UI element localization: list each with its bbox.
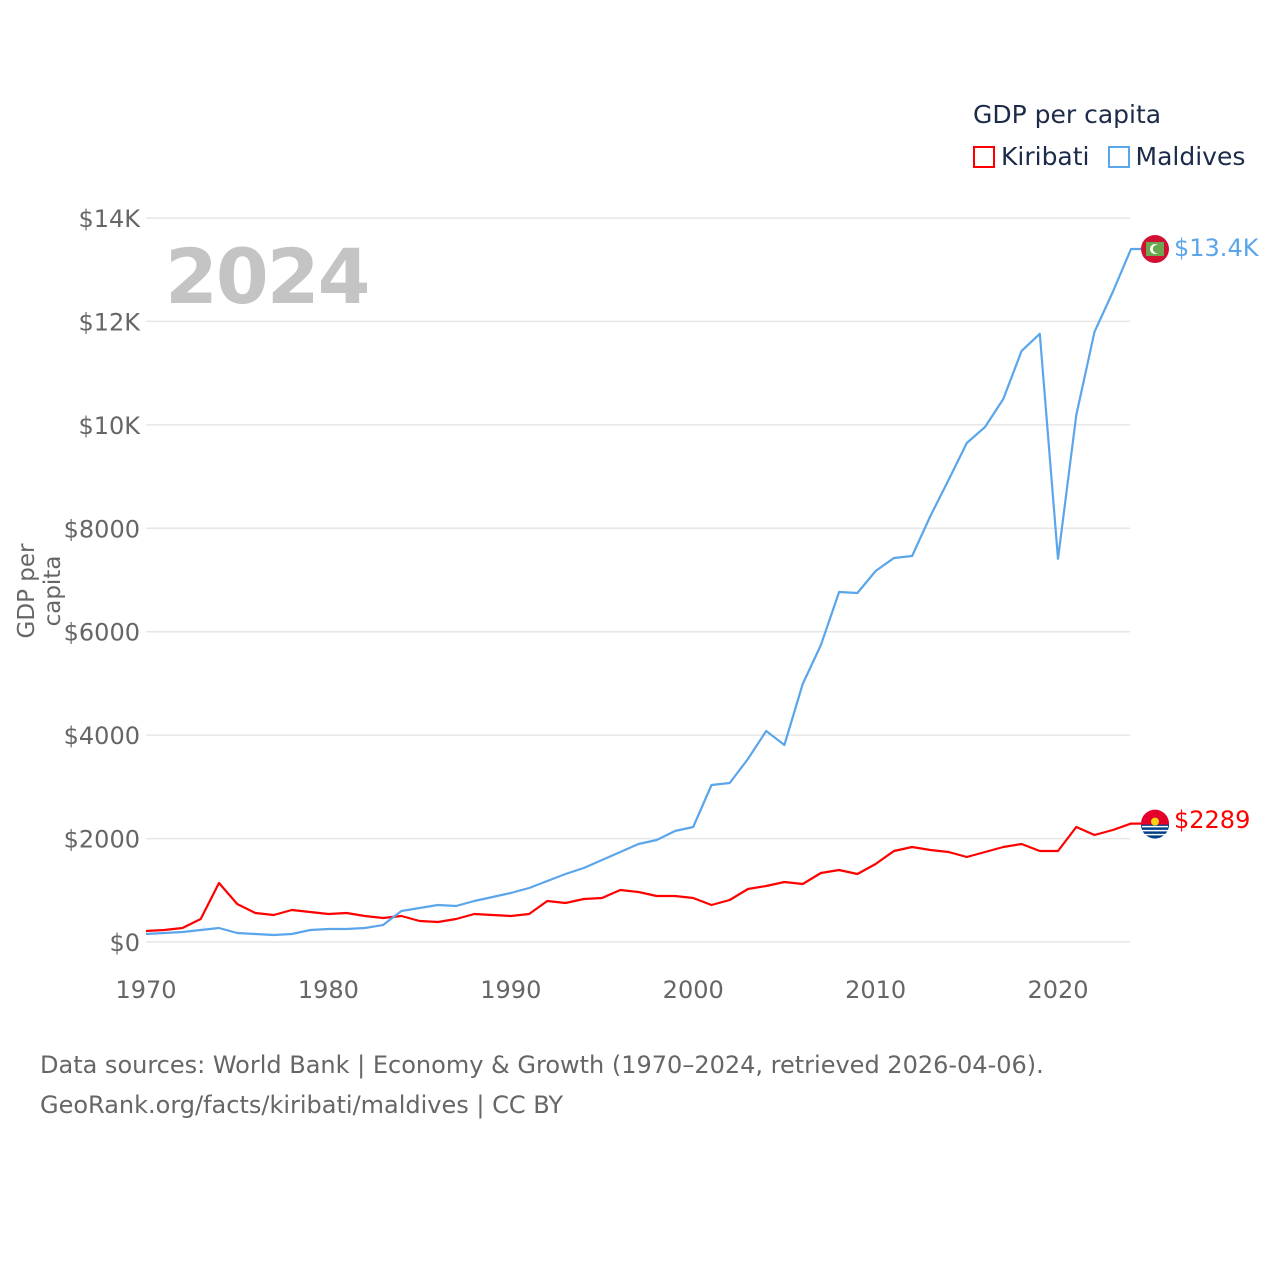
y-tick-label: $0 <box>109 929 140 957</box>
end-label-maldives: $13.4K <box>1174 234 1259 262</box>
year-watermark: 2024 <box>165 232 371 321</box>
legend-item-maldives[interactable]: Maldives <box>1107 142 1246 171</box>
y-tick-label: $6000 <box>64 619 140 647</box>
y-tick-label: $14K <box>78 205 141 233</box>
x-tick-label: 1970 <box>115 976 176 1004</box>
x-tick-label: 2020 <box>1027 976 1088 1004</box>
x-tick-label: 1990 <box>480 976 541 1004</box>
y-tick-label: $2000 <box>64 826 140 854</box>
legend-swatch-kiribati <box>973 145 995 168</box>
x-tick-label: 2000 <box>663 976 724 1004</box>
series-line-kiribati <box>145 822 1141 933</box>
y-tick-label: $8000 <box>64 515 140 543</box>
legend-item-kiribati[interactable]: Kiribati <box>973 142 1090 171</box>
y-tick-label: $10K <box>78 412 141 440</box>
footer-link[interactable]: GeoRank.org/facts/kiribati/maldives | CC… <box>40 1091 564 1119</box>
legend: Kiribati Maldives <box>973 142 1245 171</box>
x-tick-label: 2010 <box>845 976 906 1004</box>
end-label-kiribati: $2289 <box>1174 806 1251 834</box>
legend-label-kiribati: Kiribati <box>1001 142 1090 171</box>
legend-label-maldives: Maldives <box>1135 142 1246 171</box>
footer: Data sources: World Bank | Economy & Gro… <box>40 1045 1044 1125</box>
legend-title: GDP per capita <box>973 100 1162 129</box>
legend-swatch-maldives <box>1107 145 1130 168</box>
y-tick-label: $4000 <box>64 722 140 750</box>
maldives-flag-crescent-cut <box>1152 244 1162 254</box>
x-tick-label: 1980 <box>298 976 359 1004</box>
y-tick-label: $12K <box>78 308 141 336</box>
kiribati-flag-sun <box>1151 817 1159 826</box>
y-axis-label: GDP per capita <box>14 543 66 639</box>
series-line-maldives <box>145 247 1141 937</box>
footer-sources: Data sources: World Bank | Economy & Gro… <box>40 1051 1044 1079</box>
